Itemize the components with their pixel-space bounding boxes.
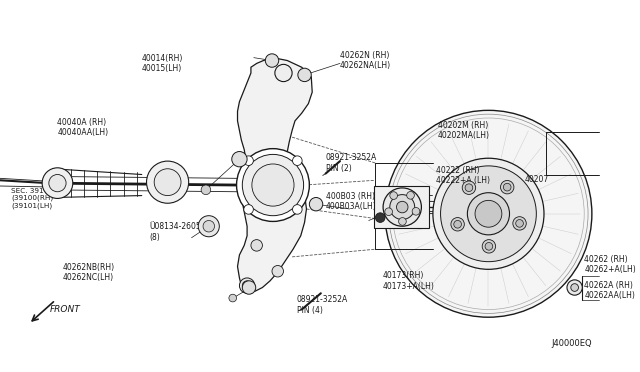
Circle shape (244, 156, 253, 166)
Circle shape (252, 164, 294, 206)
Circle shape (500, 180, 514, 194)
Circle shape (201, 185, 211, 195)
Circle shape (42, 168, 73, 198)
Circle shape (292, 205, 302, 214)
Circle shape (266, 54, 278, 67)
Text: 40262 (RH)
40262+A(LH): 40262 (RH) 40262+A(LH) (584, 255, 636, 275)
Circle shape (298, 68, 311, 81)
Circle shape (275, 64, 292, 81)
Text: 40173(RH)
40173+A(LH): 40173(RH) 40173+A(LH) (383, 271, 435, 291)
Circle shape (383, 188, 421, 226)
Text: 08921-3252A
PIN (2): 08921-3252A PIN (2) (326, 153, 377, 173)
Circle shape (203, 221, 214, 232)
Circle shape (571, 284, 579, 291)
Circle shape (462, 181, 476, 195)
Text: 40262N (RH)
40262NA(LH): 40262N (RH) 40262NA(LH) (340, 51, 391, 70)
Circle shape (485, 243, 493, 250)
Circle shape (376, 213, 385, 222)
Circle shape (243, 281, 256, 294)
Polygon shape (237, 58, 312, 291)
Circle shape (516, 219, 524, 227)
Circle shape (243, 154, 303, 216)
Circle shape (475, 201, 502, 227)
Circle shape (412, 208, 420, 215)
Circle shape (229, 294, 237, 302)
Circle shape (239, 278, 255, 293)
Circle shape (292, 156, 302, 166)
Text: Ü08134-2605M
(8): Ü08134-2605M (8) (149, 222, 208, 242)
Circle shape (399, 218, 406, 225)
Text: 08921-3252A
PIN (4): 08921-3252A PIN (4) (297, 295, 348, 315)
Circle shape (433, 158, 544, 269)
Circle shape (504, 183, 511, 191)
Circle shape (198, 216, 220, 237)
Circle shape (451, 218, 465, 231)
Circle shape (244, 205, 253, 214)
Text: 40202M (RH)
40202MA(LH): 40202M (RH) 40202MA(LH) (438, 121, 490, 140)
Circle shape (237, 149, 309, 221)
Polygon shape (374, 186, 429, 228)
Circle shape (390, 192, 397, 199)
Circle shape (454, 221, 461, 228)
Text: 40222 (RH)
40222+A (LH): 40222 (RH) 40222+A (LH) (436, 166, 490, 185)
Circle shape (482, 240, 495, 253)
Circle shape (465, 184, 473, 192)
Circle shape (440, 166, 536, 262)
Circle shape (567, 280, 582, 295)
Text: 40040A (RH)
40040AA(LH): 40040A (RH) 40040AA(LH) (58, 118, 109, 137)
Text: FRONT: FRONT (50, 305, 81, 314)
Circle shape (385, 110, 592, 317)
Circle shape (513, 217, 526, 230)
Circle shape (272, 266, 284, 277)
Circle shape (147, 161, 189, 203)
Circle shape (385, 208, 392, 215)
Circle shape (309, 198, 323, 211)
Circle shape (397, 201, 408, 213)
Text: J40000EQ: J40000EQ (551, 339, 592, 348)
Circle shape (154, 169, 181, 196)
Text: SEC. 391
(39100(RH)
(39101(LH): SEC. 391 (39100(RH) (39101(LH) (12, 188, 54, 209)
Text: 40207: 40207 (525, 176, 549, 185)
Circle shape (467, 193, 509, 235)
Text: 40262A (RH)
40262AA(LH): 40262A (RH) 40262AA(LH) (584, 281, 635, 300)
Circle shape (251, 240, 262, 251)
Text: 400B03 (RH)
400B03A(LH): 400B03 (RH) 400B03A(LH) (326, 192, 376, 211)
Circle shape (49, 174, 66, 192)
Circle shape (406, 192, 414, 199)
Circle shape (243, 281, 252, 291)
Circle shape (390, 195, 415, 219)
Text: 40262NB(RH)
40262NC(LH): 40262NB(RH) 40262NC(LH) (62, 263, 115, 282)
Text: 40014(RH)
40015(LH): 40014(RH) 40015(LH) (141, 54, 183, 73)
Circle shape (232, 151, 247, 167)
